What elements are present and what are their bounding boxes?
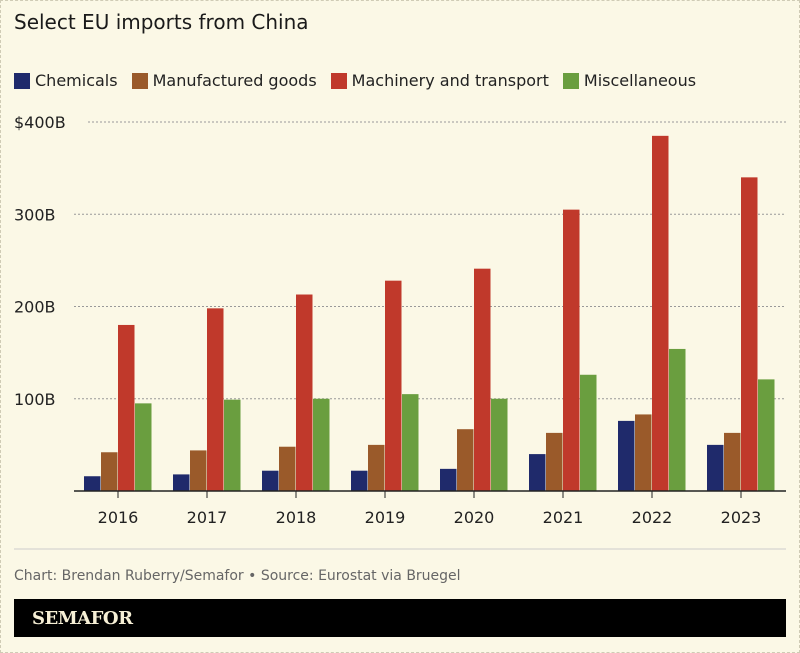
bar-miscellaneous — [580, 374, 597, 491]
legend-swatch — [131, 72, 148, 89]
bar-manufactured-goods — [279, 446, 296, 491]
legend-item-chemicals: Chemicals — [14, 71, 118, 90]
bar-chemicals — [618, 420, 635, 491]
legend-label: Chemicals — [35, 71, 118, 90]
x-tick-label: 2021 — [543, 508, 584, 527]
bar-miscellaneous — [313, 398, 330, 491]
x-tick-label: 2017 — [187, 508, 228, 527]
credit-line: Chart: Brendan Ruberry/Semafor • Source:… — [14, 568, 461, 584]
x-tick-label: 2022 — [632, 508, 673, 527]
y-tick-label: 100B — [14, 390, 56, 409]
semafor-logo: SEMAFOR — [32, 608, 133, 629]
bar-chemicals — [529, 454, 546, 491]
bar-miscellaneous — [224, 399, 241, 491]
bar-manufactured-goods — [101, 452, 118, 491]
bar-miscellaneous — [402, 394, 419, 491]
y-tick-label: 200B — [14, 298, 56, 317]
legend-item-machinery: Machinery and transport — [330, 71, 549, 90]
bar-machinery-and-transport — [563, 209, 580, 491]
legend-label: Machinery and transport — [351, 71, 549, 90]
legend: Chemicals Manufactured goods Machinery a… — [14, 71, 696, 90]
bar-manufactured-goods — [724, 432, 741, 491]
bar-manufactured-goods — [368, 444, 385, 491]
legend-swatch — [14, 72, 30, 89]
bar-chemicals — [173, 474, 190, 491]
x-tick-label: 2020 — [454, 508, 495, 527]
bar-miscellaneous — [135, 403, 152, 491]
x-tick-label: 2016 — [98, 508, 139, 527]
bar-manufactured-goods — [546, 432, 563, 491]
y-tick-label: $400B — [14, 113, 66, 132]
x-tick-label: 2019 — [365, 508, 406, 527]
bar-machinery-and-transport — [474, 268, 491, 491]
x-tick-label: 2018 — [276, 508, 317, 527]
bar-manufactured-goods — [635, 414, 652, 491]
bar-chemicals — [440, 468, 457, 491]
legend-item-manufactured: Manufactured goods — [131, 71, 317, 90]
chart-title: Select EU imports from China — [14, 10, 309, 34]
bar-chart: 100B 200B 300B $400B 2016 2017 2018 2019 2020 202… — [14, 113, 786, 550]
legend-label: Miscellaneous — [583, 71, 697, 90]
bar-machinery-and-transport — [652, 135, 669, 491]
bar-machinery-and-transport — [741, 177, 758, 491]
legend-swatch — [562, 72, 579, 89]
bar-miscellaneous — [669, 348, 686, 491]
bar-machinery-and-transport — [385, 280, 402, 491]
legend-label: Manufactured goods — [152, 71, 317, 90]
bar-machinery-and-transport — [207, 308, 224, 491]
bar-manufactured-goods — [190, 450, 207, 491]
footer-bar: SEMAFOR — [14, 599, 786, 637]
y-tick-label: 300B — [14, 205, 56, 224]
bar-chemicals — [262, 470, 279, 491]
legend-swatch — [330, 72, 347, 89]
bar-machinery-and-transport — [118, 324, 135, 491]
bar-manufactured-goods — [457, 429, 474, 491]
bar-chemicals — [351, 470, 368, 491]
bar-miscellaneous — [758, 379, 775, 491]
legend-item-misc: Miscellaneous — [562, 71, 697, 90]
bar-miscellaneous — [491, 398, 508, 491]
bar-chemicals — [707, 444, 724, 491]
bar-machinery-and-transport — [296, 294, 313, 491]
x-tick-label: 2023 — [721, 508, 762, 527]
bar-chemicals — [84, 476, 101, 491]
